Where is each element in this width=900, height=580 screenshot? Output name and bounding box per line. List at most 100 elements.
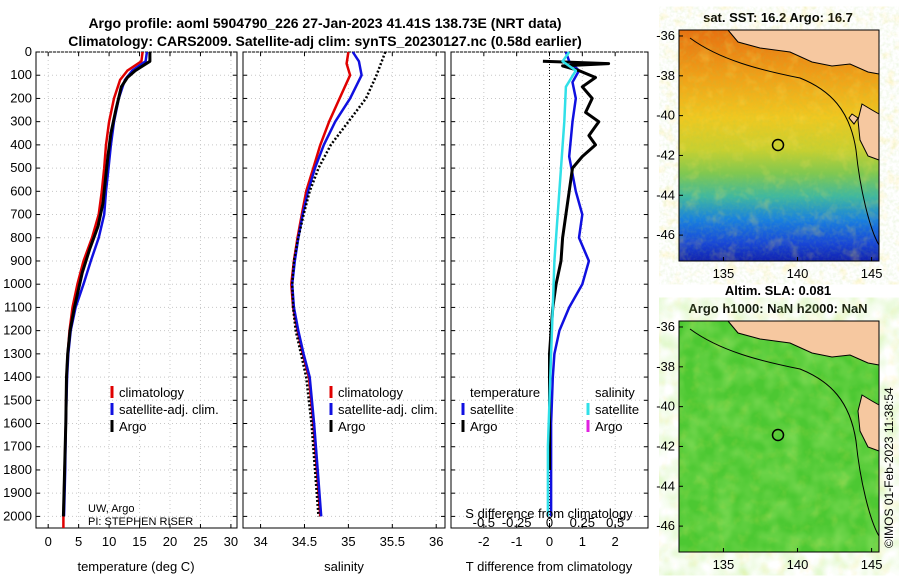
depth-tick-label: 1300: [3, 346, 32, 361]
sst-map: [678, 29, 880, 262]
credit-line-2: PI: STEPHEN RISER: [88, 516, 193, 528]
legend-s-argo2: Argo: [595, 419, 622, 434]
x-tick-label: 34.5: [292, 534, 317, 549]
x-tick-label: 30: [224, 534, 238, 549]
map-x-tick-label: 135: [713, 557, 735, 572]
map-y-tick-label: -36: [656, 319, 675, 334]
depth-tick-label: 1100: [4, 299, 32, 314]
title-line-1: Argo profile: aoml 5904790_226 27-Jan-20…: [88, 15, 561, 31]
depth-tick-label: 1400: [3, 369, 32, 384]
map-x-tick-label: 145: [861, 557, 883, 572]
map-x-tick-label: 135: [713, 266, 735, 281]
credit-line-1: UW, Argo: [88, 503, 134, 515]
depth-tick-label: 1200: [3, 323, 32, 338]
salinity-legend: climatology satellite-adj. clim. Argo: [329, 385, 438, 434]
temperature-panel: [35, 51, 238, 529]
map-y-tick-label: -44: [656, 187, 675, 202]
map-y-tick-label: -46: [656, 518, 675, 533]
x-tick-label: 36: [429, 534, 443, 549]
map-y-tick-label: -36: [656, 28, 675, 43]
sla-land-tasmania: [857, 394, 880, 452]
legend-s-climatology: climatology: [338, 385, 404, 400]
s-tick-label: 0.5: [606, 515, 624, 530]
s-difference-label: S difference from climatology: [465, 506, 633, 521]
depth-tick-label: 1000: [3, 276, 32, 291]
sla-map: [678, 320, 880, 553]
sla-map-title-2: Argo h1000: NaN h2000: NaN: [688, 301, 867, 316]
difference-legend: temperature satellite Argo salinity sate…: [461, 385, 639, 434]
map-y-tick-label: -42: [656, 147, 675, 162]
legend-argo: Argo: [119, 419, 146, 434]
x-tick-label: -1: [511, 534, 523, 549]
x-tick-label: 20: [163, 534, 177, 549]
map-x-tick-label: 145: [861, 266, 883, 281]
imos-stamp: ©IMOS 01-Feb-2023 11:38:54: [882, 387, 896, 548]
x-tick-label: 1: [579, 534, 586, 549]
legend-s-argo: Argo: [338, 419, 365, 434]
map-y-tick-label: -44: [656, 478, 675, 493]
depth-tick-label: 0: [25, 44, 32, 59]
x-tick-label: 10: [102, 534, 116, 549]
x-tick-label: 0: [45, 534, 52, 549]
legend-s-satellite2: satellite: [595, 402, 639, 417]
legend-satellite: satellite-adj. clim.: [119, 402, 219, 417]
title-line-2: Climatology: CARS2009. Satellite-adj cli…: [68, 33, 582, 49]
sla-texture-2: [679, 321, 879, 552]
depth-tick-label: 1800: [3, 462, 32, 477]
map-y-tick-label: -42: [656, 438, 675, 453]
legend-climatology: climatology: [119, 385, 185, 400]
sst-speckle: [679, 30, 879, 261]
x-tick-label: 35.5: [380, 534, 405, 549]
temperature-legend: climatology satellite-adj. clim. Argo: [110, 385, 219, 434]
x-tick-label: 2: [612, 534, 619, 549]
sst-island: [848, 113, 859, 125]
depth-tick-label: 300: [10, 114, 32, 129]
sst-shelf-contour: [689, 37, 880, 246]
depth-tick-label: 500: [10, 160, 32, 175]
s-tick-label: -0.25: [502, 515, 532, 530]
x-tick-label: 0: [546, 534, 553, 549]
series-line-argo: [61, 52, 152, 517]
depth-tick-label: 400: [10, 137, 32, 152]
sla-shelf-contour: [689, 328, 880, 537]
difference-xlabel: T difference from climatology: [466, 559, 633, 574]
map-x-tick-label: 140: [787, 557, 809, 572]
salinity-panel: [242, 51, 446, 529]
sla-map-frame: [678, 320, 880, 553]
map-x-tick-label: 140: [787, 266, 809, 281]
map-y-tick-label: -38: [656, 68, 675, 83]
sst-argo-marker: [771, 138, 785, 152]
depth-tick-label: 1900: [3, 485, 32, 500]
map-y-tick-label: -40: [656, 108, 675, 123]
depth-tick-label: 600: [10, 183, 32, 198]
series-line-salinity-satellite: [546, 51, 578, 517]
legend-t-satellite: satellite: [470, 402, 514, 417]
series-line-temperature-satellite: [549, 51, 591, 517]
sst-map-title: sat. SST: 16.2 Argo: 16.7: [703, 10, 853, 25]
sla-argo-marker: [771, 428, 785, 442]
depth-tick-label: 100: [10, 67, 32, 82]
x-tick-label: 35: [341, 534, 355, 549]
x-tick-label: 15: [132, 534, 146, 549]
temperature-xlabel: temperature (deg C): [77, 559, 194, 574]
s-tick-label: 0.25: [570, 515, 595, 530]
map-y-tick-label: -38: [656, 359, 675, 374]
series-line-satellite-adj-clim-: [290, 51, 363, 517]
s-tick-label: 0: [546, 515, 553, 530]
depth-tick-label: 2000: [3, 508, 32, 523]
legend-s-satellite: satellite-adj. clim.: [338, 402, 438, 417]
legend-salinity-title: salinity: [595, 385, 635, 400]
sst-land-tasmania: [857, 103, 880, 161]
salinity-xlabel: salinity: [324, 559, 364, 574]
sst-map-frame: [678, 29, 880, 262]
map-y-tick-label: -46: [656, 227, 675, 242]
depth-tick-label: 900: [10, 253, 32, 268]
depth-tick-label: 1600: [3, 416, 32, 431]
depth-tick-label: 800: [10, 230, 32, 245]
depth-tick-label: 700: [10, 207, 32, 222]
x-tick-label: 5: [75, 534, 82, 549]
legend-temperature-title: temperature: [470, 385, 540, 400]
x-tick-label: 34: [253, 534, 267, 549]
depth-tick-label: 1500: [3, 392, 32, 407]
x-tick-label: -2: [478, 534, 490, 549]
